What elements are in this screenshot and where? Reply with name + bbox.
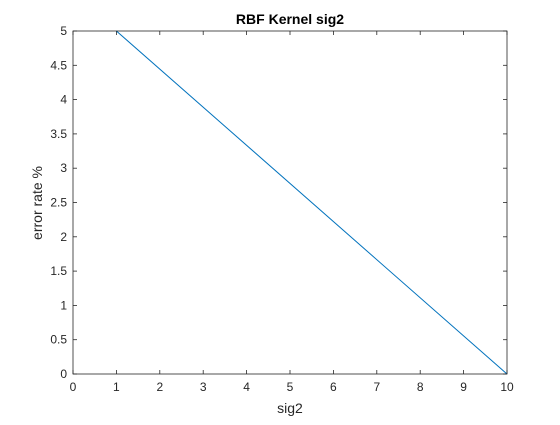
axes-box — [72, 30, 508, 375]
y-tick-label: 4.5 — [50, 58, 67, 72]
y-tick-label: 4 — [60, 93, 67, 107]
y-tick-label: 0.5 — [50, 333, 67, 347]
x-tick-label: 8 — [417, 380, 424, 394]
series-layer — [116, 30, 508, 375]
x-tick-label: 1 — [113, 380, 120, 394]
chart-title: RBF Kernel sig2 — [236, 11, 344, 27]
x-tick-label: 4 — [243, 380, 250, 394]
y-tick-label: 3 — [60, 161, 67, 175]
y-tick-label: 2 — [60, 230, 67, 244]
x-tick-label: 0 — [70, 380, 77, 394]
y-tick-label: 1 — [60, 298, 67, 312]
x-tick-label: 6 — [330, 380, 337, 394]
y-axis-title: error rate % — [29, 166, 45, 240]
x-axis-title: sig2 — [277, 400, 303, 416]
x-tick-label: 9 — [460, 380, 467, 394]
y-tick-label: 3.5 — [50, 127, 67, 141]
y-tick-label: 2.5 — [50, 196, 67, 210]
ticks: 0 1 2 3 4 5 6 7 8 9 10 0 0.5 1 1.5 2 2.5 3 3.5 4 4.5 5 — [50, 24, 514, 394]
y-tick-label: 0 — [60, 367, 67, 381]
series-line — [116, 30, 508, 375]
x-tick-label: 10 — [500, 380, 514, 394]
x-tick-label: 2 — [156, 380, 163, 394]
y-tick-label: 1.5 — [50, 264, 67, 278]
y-tick-label: 5 — [60, 24, 67, 38]
x-tick-label: 3 — [200, 380, 207, 394]
x-tick-label: 5 — [287, 380, 294, 394]
x-tick-label: 7 — [373, 380, 380, 394]
plot-area — [73, 31, 507, 374]
